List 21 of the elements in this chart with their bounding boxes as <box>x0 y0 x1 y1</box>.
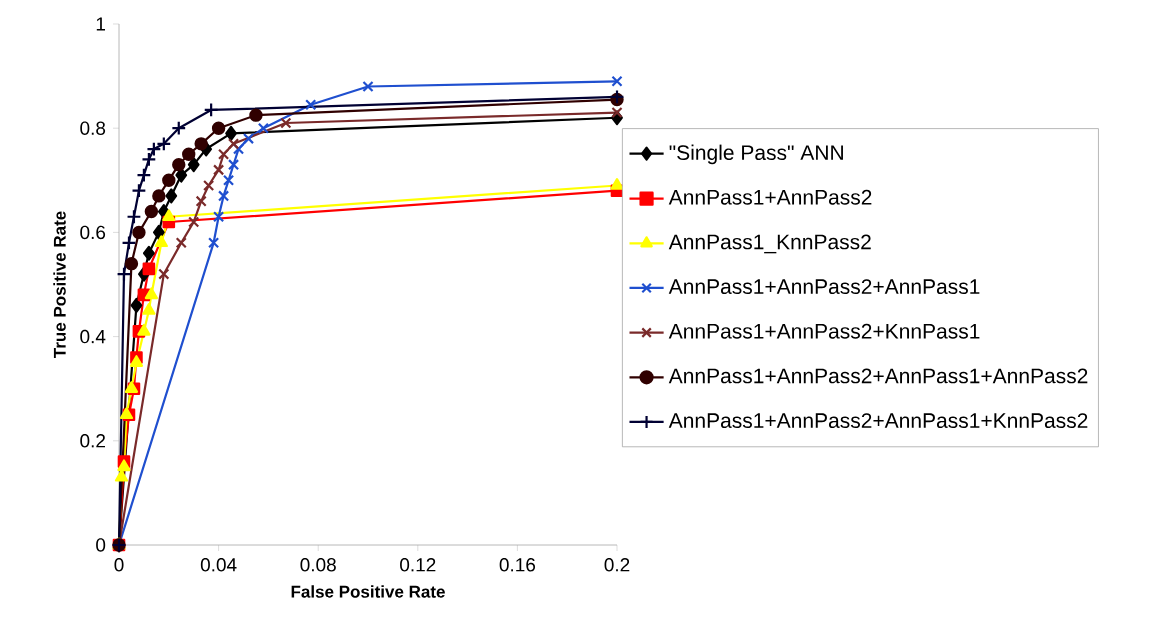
legend-label: AnnPass1+AnnPass2+AnnPass1+AnnPass2 <box>668 368 1088 384</box>
y-tick-label: 0.6 <box>80 225 106 240</box>
x-tick-label: 0.04 <box>200 558 237 572</box>
y-tick-label: 0.8 <box>80 121 106 135</box>
y-tick-label: 0 <box>96 538 106 552</box>
x-tick-label: 0.12 <box>400 558 436 572</box>
legend-label: AnnPass1+AnnPass2 <box>668 189 872 205</box>
legend-label: AnnPass1+AnnPass2+AnnPass1+KnnPass2 <box>668 413 1088 429</box>
y-tick-label: 0.2 <box>80 434 105 448</box>
y-axis-title: True Positive Rate <box>53 211 66 359</box>
x-tick-label: 0 <box>114 558 124 572</box>
x-tick-label: 0.16 <box>499 558 536 572</box>
legend-label: AnnPass1+AnnPass2+AnnPass1 <box>668 279 980 295</box>
x-tick-label: 0.2 <box>604 558 630 572</box>
x-tick-label: 0.08 <box>300 558 336 572</box>
legend-label: "Single Pass" ANN <box>669 144 843 165</box>
y-tick-label: 0.4 <box>80 329 106 344</box>
x-axis-title: False Positive Rate <box>291 585 445 598</box>
legend-label: AnnPass1+AnnPass2+KnnPass1 <box>668 323 980 339</box>
y-tick-label: 1 <box>96 17 105 31</box>
legend-label: AnnPass1_KnnPass2 <box>668 234 871 254</box>
